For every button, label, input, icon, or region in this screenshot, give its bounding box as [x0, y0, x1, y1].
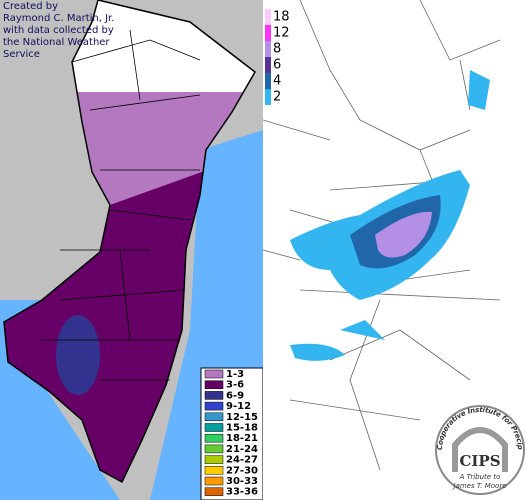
legend-swatch [204, 476, 224, 486]
legend-label: 9-12 [226, 401, 251, 412]
logo-arch [452, 427, 508, 472]
legend-label: 6 [273, 58, 281, 73]
credit-line: with data collected by [3, 25, 114, 36]
legend-swatch [204, 401, 224, 411]
legend-swatch [265, 73, 271, 89]
legend-label: 33-36 [226, 487, 258, 498]
legend-label: 27-30 [226, 465, 258, 476]
credit-line: Created by [3, 1, 58, 12]
legend-swatch [204, 487, 224, 496]
precip-2-ne [468, 70, 490, 110]
logo-tribute: A Tribute to [459, 473, 501, 481]
logo-tribute: James T. Moore [451, 482, 506, 490]
logo-name: CIPS [459, 452, 500, 470]
legend-swatch [204, 444, 224, 454]
legend-swatch [265, 9, 271, 25]
legend-swatch [265, 25, 271, 41]
band-6-9 [56, 315, 100, 395]
precip-2-se [290, 343, 345, 361]
legend-label: 1-3 [226, 369, 244, 380]
legend-label: 15-18 [226, 423, 258, 434]
legend-label: 6-9 [226, 390, 244, 401]
legend-swatch [265, 57, 271, 73]
credit-line: the National Weather [3, 37, 110, 48]
legend-swatch [265, 89, 271, 105]
legend-label: 18 [273, 10, 290, 25]
legend-swatch [204, 423, 224, 432]
credit-line: Service [3, 49, 40, 60]
legend-swatch [204, 391, 224, 400]
legend-label: 12 [273, 26, 290, 41]
legend-swatch [204, 369, 224, 379]
legend-label: 2 [273, 90, 281, 105]
legend-swatch [204, 433, 224, 443]
legend-swatch [265, 41, 271, 57]
county-lines [40, 29, 201, 381]
credit-line: Raymond C. Martin, Jr. [3, 13, 114, 24]
legend-swatch [204, 455, 224, 464]
legend-swatch [204, 412, 224, 422]
legend-swatch [204, 380, 224, 389]
legend-label: 24-27 [226, 455, 258, 466]
precip-8 [375, 211, 432, 258]
nj-outline [3, 0, 256, 484]
legend-label: 3-6 [226, 380, 244, 391]
legend-label: 18-21 [226, 433, 258, 444]
legend-label: 12-15 [226, 412, 258, 423]
precip-2-south [340, 320, 385, 340]
legend-label: 21-24 [226, 444, 258, 455]
legend-swatch [204, 466, 224, 475]
legend-label: 8 [273, 42, 281, 57]
state-lines [262, 0, 501, 471]
legend-label: 4 [273, 74, 281, 89]
legend-label: 30-33 [226, 476, 258, 487]
precip-areas [290, 70, 490, 361]
